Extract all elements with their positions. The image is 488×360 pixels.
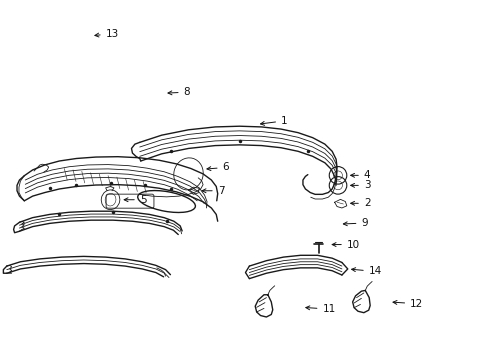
Text: 9: 9 [343,218,367,228]
Text: 11: 11 [305,304,335,314]
Text: 4: 4 [350,170,370,180]
Text: 12: 12 [392,299,423,309]
Text: 2: 2 [350,198,370,208]
Text: 6: 6 [206,162,229,172]
Text: 10: 10 [331,239,359,249]
Text: 5: 5 [124,195,146,205]
Text: 14: 14 [351,266,381,276]
Text: 7: 7 [202,186,224,196]
Text: 8: 8 [168,87,190,97]
Text: 13: 13 [95,29,119,39]
Text: 3: 3 [350,180,370,190]
Text: 1: 1 [260,116,287,126]
